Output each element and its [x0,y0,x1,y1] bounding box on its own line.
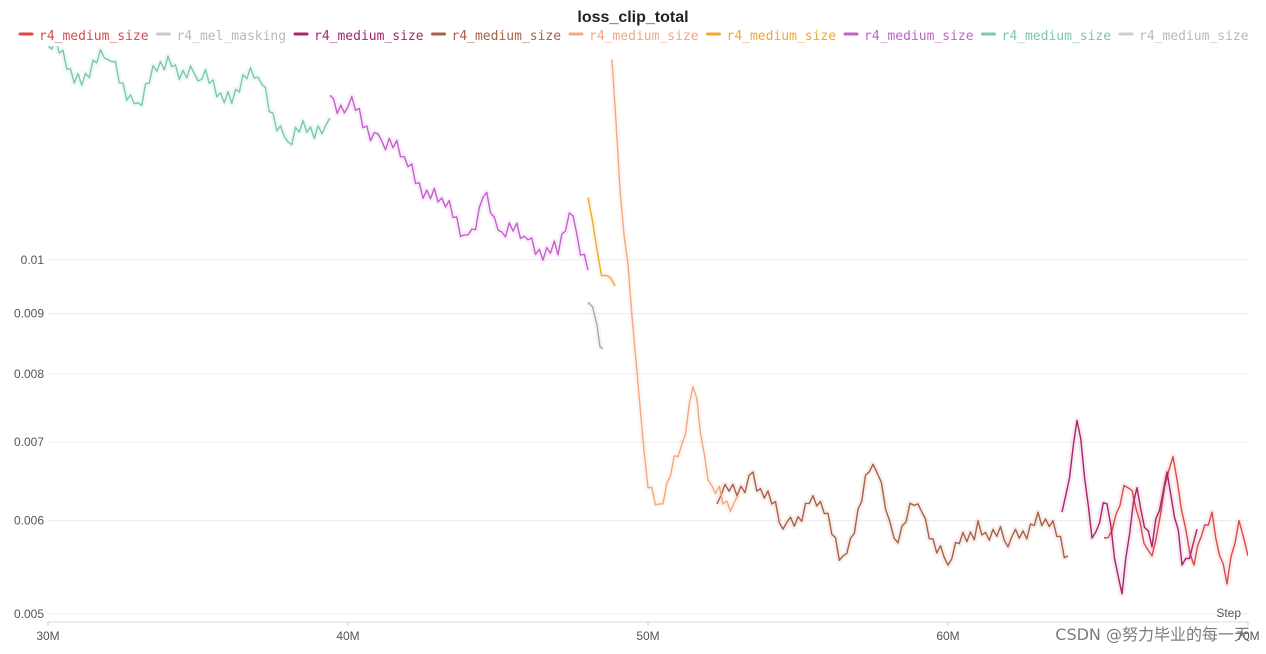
grid-lines [48,259,1248,623]
legend-item[interactable]: r4_medium_size [843,29,974,44]
legend-label: r4_medium_size [589,29,699,44]
series-halo [714,461,1070,569]
chart-legend: r4_medium_size r4_mel_masking r4_medium_si… [18,29,1249,44]
legend-item[interactable]: r4_medium_size [1118,29,1249,44]
y-tick-label: 0.009 [14,307,44,321]
legend-label: r4_medium_size [452,29,562,44]
series-line [1061,419,1198,595]
series-halo [327,93,591,271]
x-tick-label: 70M [1236,629,1259,643]
legend-item[interactable]: r4_medium_size [293,29,424,44]
plot-area [48,46,1248,597]
legend-label: r4_medium_size [39,29,149,44]
x-axis-label: Step [1216,606,1241,620]
x-tick-label: 30M [36,629,59,643]
legend-label: r4_mel_masking [177,29,287,44]
legend-item[interactable]: r4_medium_size [431,29,562,44]
chart-title: loss_clip_total [577,9,688,26]
series-line [587,301,604,350]
series-line [587,197,616,287]
series-line [716,463,1069,566]
legend-item[interactable]: r4_medium_size [981,29,1112,44]
legend-item[interactable]: r4_medium_size [706,29,837,44]
y-tick-label: 0.008 [14,367,44,381]
x-tick-label: 60M [936,629,959,643]
series-halo [585,300,605,352]
series-halo [48,46,333,148]
series-halo [609,59,741,515]
y-tick-label: 0.006 [14,514,44,528]
y-tick-label: 0.007 [14,435,44,449]
legend-item[interactable]: r4_mel_masking [156,29,287,44]
legend-label: r4_medium_size [1139,29,1249,44]
legend-item[interactable]: r4_medium_size [18,29,149,44]
series-line [48,46,331,146]
series-line [1103,456,1248,585]
y-tick-label: 0.01 [21,253,45,267]
legend-label: r4_medium_size [1002,29,1112,44]
legend-label: r4_medium_size [727,29,837,44]
legend-item[interactable]: r4_medium_size [568,29,699,44]
x-axis-ticks: 30M 40M 50M 60M 70M [36,622,1260,643]
legend-label: r4_medium_size [864,29,974,44]
series-halo [1059,417,1200,597]
x-tick-label: 40M [336,629,359,643]
legend-label: r4_medium_size [314,29,424,44]
y-tick-label: 0.005 [14,607,44,621]
series-line [329,94,589,271]
watermark: CSDN @努力毕业的每一天 [1055,625,1250,644]
series-line [611,59,739,513]
y-axis-ticks: 0.005 0.006 0.007 0.008 0.009 0.01 [14,253,44,621]
x-tick-label: 50M [636,629,659,643]
